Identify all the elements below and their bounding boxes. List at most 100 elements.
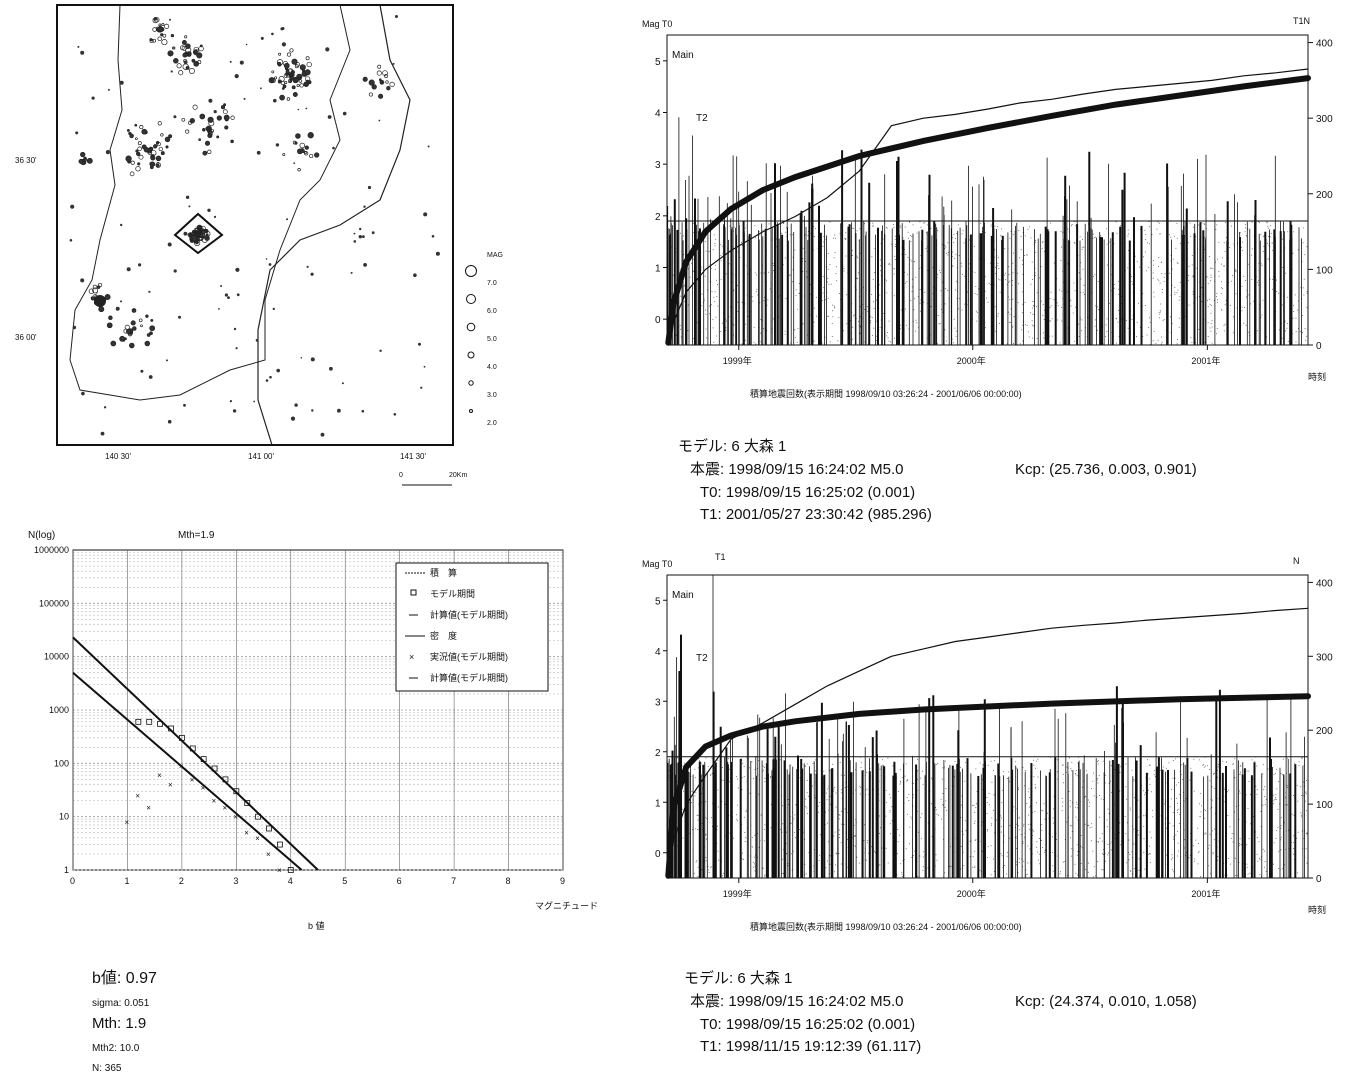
cum-top-density-dot: [1293, 231, 1295, 233]
cum-bottom-density-dot: [1149, 831, 1151, 833]
epicenter-dot: [270, 78, 276, 83]
cum-bottom-density-dot: [815, 759, 817, 761]
cum-top-density-dot: [832, 237, 834, 239]
cum-top-density-dot: [1201, 222, 1203, 224]
cum-top-density-dot: [1251, 221, 1253, 223]
epicenter-dot: [150, 318, 154, 322]
cum-top-density-dot: [953, 242, 955, 244]
cum-top-density-dot: [1244, 231, 1246, 233]
cum-bottom-density-dot: [1028, 788, 1030, 790]
cum-bottom-density-dot: [1170, 858, 1172, 860]
epicenter-dot: [304, 145, 309, 150]
cum-bottom-density-dot: [905, 848, 907, 850]
cum-top-density-dot: [1029, 226, 1031, 228]
epicenter-dot: [395, 15, 398, 18]
cum-bottom-density-dot: [944, 872, 946, 874]
cum-top-density-dot: [1272, 249, 1274, 251]
epicenter-dot: [187, 232, 192, 237]
cum-top-density-dot: [1159, 222, 1160, 224]
cum-top-density-dot: [856, 230, 858, 232]
cum-top-density-dot: [1193, 226, 1195, 228]
epicenter-dot: [155, 163, 160, 168]
cum-bottom-mag-tick: 3: [655, 697, 661, 708]
cum-top-density-dot: [955, 280, 957, 282]
gr-point-model: [178, 734, 185, 741]
cum-bottom-density-dot: [1183, 839, 1185, 841]
cum-top-density-dot: [1179, 296, 1181, 298]
cum-bottom-annotation-main: Main: [672, 590, 694, 601]
cum-top-density-dot: [1120, 225, 1122, 227]
cum-top-density-dot: [919, 302, 921, 304]
cum-bottom-density-dot: [843, 824, 845, 825]
cum-bottom-density-dot: [1071, 855, 1072, 857]
epicenter-dot: [69, 239, 73, 242]
cum-bottom-density-dot: [1144, 815, 1146, 817]
cum-bottom-density-dot: [1147, 789, 1149, 791]
cum-bottom-density-dot: [835, 864, 836, 866]
cum-bottom-density-dot: [908, 800, 910, 801]
cum-top-density-dot: [1043, 250, 1045, 252]
epicenter-dot: [201, 229, 206, 235]
cum-bottom-density-dot: [1218, 764, 1219, 766]
cum-top-density-dot: [1206, 300, 1208, 302]
cum-top-density-dot: [1028, 336, 1030, 338]
cum-top-density-dot: [967, 291, 969, 293]
cum-top-density-dot: [1036, 338, 1038, 340]
cum-top-density-dot: [1032, 307, 1034, 309]
cum-bottom-density-dot: [1052, 865, 1054, 867]
epicenter-dot: [205, 235, 210, 239]
epicenter-dot: [108, 315, 113, 321]
cum-bottom-density-dot: [1060, 871, 1061, 873]
cum-bottom-density-dot: [1018, 861, 1020, 863]
cum-bottom-density-dot: [1111, 849, 1112, 851]
cum-top-density-dot: [1171, 268, 1173, 270]
cum-top-density-dot: [1224, 304, 1226, 306]
cum-top-density-dot: [1070, 305, 1072, 307]
cum-bottom-density-dot: [834, 871, 836, 873]
epicenter-dot: [353, 240, 357, 243]
cum-top-density-dot: [772, 263, 774, 264]
gr-legend-label: 積 算: [430, 567, 457, 578]
cum-bottom-density-dot: [806, 779, 808, 781]
cum-top-density-dot: [796, 308, 798, 310]
cum-top-density-dot: [789, 234, 791, 236]
cum-bottom-density-dot: [1009, 781, 1010, 783]
cum-bottom-density-dot: [1296, 837, 1298, 839]
cum-top-density-dot: [915, 276, 917, 278]
epicenter-dot: [165, 145, 169, 149]
cum-bottom-density-dot: [1164, 803, 1166, 805]
cum-top-density-dot: [821, 300, 823, 302]
cum-top-density-dot: [1176, 343, 1178, 345]
cum-top-density-dot: [915, 319, 917, 321]
cum-top-density-dot: [745, 323, 747, 325]
epicenter-dot: [256, 150, 261, 155]
cum-top-density-dot: [705, 313, 707, 315]
cum-top-density-dot: [720, 331, 722, 333]
cum-top-density-dot: [1282, 267, 1284, 269]
cum-bottom-density-dot: [1259, 874, 1261, 876]
cum-bottom-density-dot: [1264, 850, 1266, 852]
cum-bottom-density-dot: [698, 758, 700, 760]
cum-top-density-dot: [911, 278, 913, 280]
cum-bottom-density-dot: [1234, 857, 1236, 859]
cum-bottom-density-dot: [805, 873, 807, 875]
cum-bottom-density-dot: [1203, 766, 1205, 768]
cum-bottom-density-dot: [1001, 802, 1003, 804]
gr-y-tick: 10000: [44, 652, 69, 662]
cum-top-density-dot: [944, 248, 946, 250]
cum-bottom-density-dot: [705, 838, 707, 840]
cum-top-density-dot: [1026, 254, 1028, 256]
epicenter-dot: [285, 69, 290, 74]
cum-top-density-dot: [910, 300, 912, 302]
cum-top-density-dot: [857, 278, 858, 279]
epicenter-dot: [92, 284, 98, 290]
mag-legend-label: 7.0: [487, 280, 497, 287]
cum-bottom-density-dot: [1023, 825, 1025, 827]
map-frame: [56, 4, 454, 446]
cum-bottom-mag-tick: 5: [655, 596, 661, 607]
cum-bottom-density-dot: [787, 799, 789, 800]
epicenter-dot: [386, 86, 391, 91]
cum-bottom-density-dot: [829, 803, 831, 805]
cum-bottom-density-dot: [1254, 760, 1256, 762]
cum-top-mag-tick: 0: [655, 315, 661, 326]
